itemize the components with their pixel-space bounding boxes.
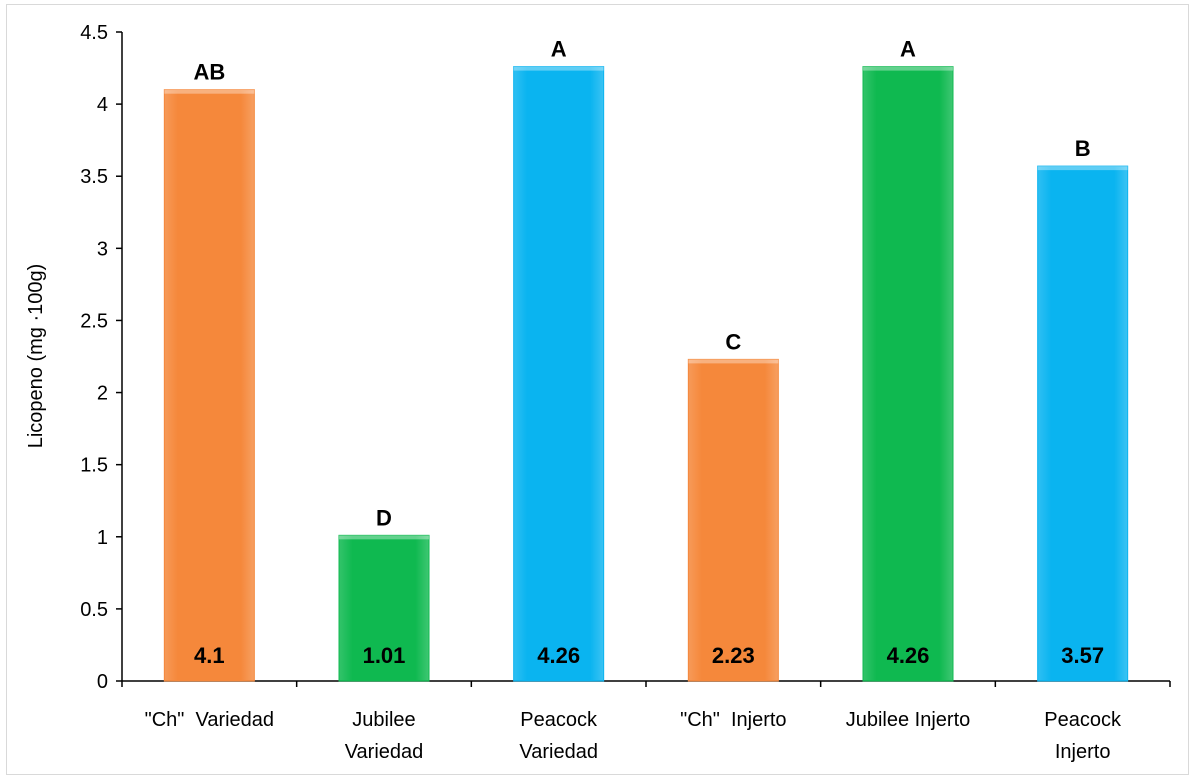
y-axis-label: Licopeno (mg ·100g) bbox=[25, 264, 47, 449]
significance-letter: A bbox=[551, 37, 567, 62]
bar-top-highlight bbox=[1037, 166, 1128, 171]
bar bbox=[338, 534, 430, 682]
y-tick-label: 3.5 bbox=[80, 166, 108, 188]
bar-top-highlight bbox=[339, 535, 429, 540]
data-label: 4.26 bbox=[537, 643, 580, 668]
x-tick-label: Peacock bbox=[1044, 709, 1122, 731]
y-tick-label: 2 bbox=[97, 383, 108, 405]
significance-letter: D bbox=[376, 505, 392, 530]
x-tick-label: Jubilee bbox=[352, 709, 415, 731]
y-tick-label: 0.5 bbox=[80, 599, 108, 621]
significance-letter: A bbox=[900, 37, 916, 62]
y-tick-label: 4 bbox=[97, 94, 108, 116]
significance-letter: B bbox=[1075, 136, 1091, 161]
y-tick-label: 1 bbox=[97, 527, 108, 549]
y-tick-label: 0 bbox=[97, 671, 108, 693]
bar-top-highlight bbox=[688, 359, 779, 364]
bar bbox=[1037, 165, 1129, 682]
data-label: 2.23 bbox=[712, 643, 755, 668]
bar bbox=[163, 89, 255, 682]
data-label: 1.01 bbox=[363, 643, 406, 668]
x-tick-label: "Ch" Injerto bbox=[680, 709, 786, 731]
bar-top-highlight bbox=[164, 89, 255, 94]
x-tick-label: Injerto bbox=[1055, 741, 1111, 763]
x-tick-label: Variedad bbox=[345, 741, 424, 763]
significance-letter: AB bbox=[193, 60, 225, 85]
bar bbox=[513, 66, 605, 682]
x-tick-label: Variedad bbox=[519, 741, 598, 763]
y-tick-label: 4.5 bbox=[80, 22, 108, 44]
bar-top-highlight bbox=[863, 66, 953, 71]
y-tick-label: 1.5 bbox=[80, 455, 108, 477]
data-label: 4.1 bbox=[194, 643, 225, 668]
significance-letter: C bbox=[725, 329, 741, 354]
y-tick-label: 2.5 bbox=[80, 310, 108, 332]
data-label: 3.57 bbox=[1061, 643, 1104, 668]
bar bbox=[687, 358, 779, 682]
x-tick-label: Jubilee Injerto bbox=[846, 709, 971, 731]
y-tick-label: 3 bbox=[97, 238, 108, 260]
x-tick-label: Peacock bbox=[520, 709, 598, 731]
bar-top-highlight bbox=[513, 66, 604, 71]
data-label: 4.26 bbox=[887, 643, 930, 668]
bar bbox=[862, 66, 954, 682]
x-tick-label: "Ch" Variedad bbox=[145, 709, 274, 731]
